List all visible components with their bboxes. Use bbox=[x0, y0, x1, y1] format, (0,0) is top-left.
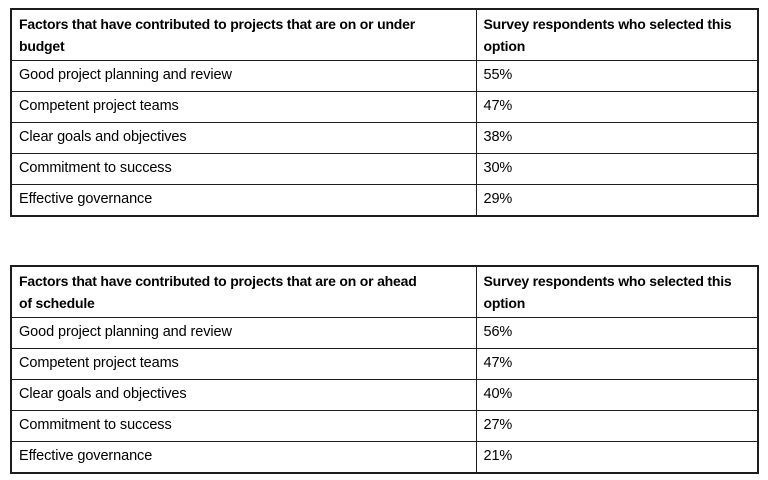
table-row: Effective governance 21% bbox=[10, 441, 759, 474]
value-cell: 47% bbox=[475, 348, 759, 380]
factor-cell: Competent project teams bbox=[10, 348, 477, 380]
table-row: Competent project teams 47% bbox=[10, 91, 759, 123]
budget-factors-table: Factors that have contributed to project… bbox=[10, 8, 759, 217]
value-cell: 38% bbox=[475, 122, 759, 154]
factor-cell: Commitment to success bbox=[10, 410, 477, 442]
table-row: Good project planning and review 56% bbox=[10, 317, 759, 349]
table-row: Competent project teams 47% bbox=[10, 348, 759, 380]
table-row: Clear goals and objectives 38% bbox=[10, 122, 759, 154]
table-row: Effective governance 29% bbox=[10, 184, 759, 217]
table-row: Good project planning and review 55% bbox=[10, 60, 759, 92]
factor-cell: Good project planning and review bbox=[10, 60, 477, 92]
table-row: Clear goals and objectives 40% bbox=[10, 379, 759, 411]
factor-cell: Commitment to success bbox=[10, 153, 477, 185]
factor-cell: Effective governance bbox=[10, 441, 477, 474]
value-cell: 21% bbox=[475, 441, 759, 474]
factor-column-header: Factors that have contributed to project… bbox=[10, 265, 477, 318]
factor-cell: Effective governance bbox=[10, 184, 477, 217]
factor-cell: Clear goals and objectives bbox=[10, 122, 477, 154]
value-cell: 47% bbox=[475, 91, 759, 123]
value-cell: 40% bbox=[475, 379, 759, 411]
document-page: Factors that have contributed to project… bbox=[10, 8, 759, 474]
factor-cell: Clear goals and objectives bbox=[10, 379, 477, 411]
value-column-header: Survey respondents who selected this opt… bbox=[475, 265, 759, 318]
table-header-row: Factors that have contributed to project… bbox=[10, 8, 759, 61]
schedule-factors-table: Factors that have contributed to project… bbox=[10, 265, 759, 474]
factor-cell: Competent project teams bbox=[10, 91, 477, 123]
factor-cell: Good project planning and review bbox=[10, 317, 477, 349]
table-row: Commitment to success 27% bbox=[10, 410, 759, 442]
value-cell: 30% bbox=[475, 153, 759, 185]
value-column-header: Survey respondents who selected this opt… bbox=[475, 8, 759, 61]
value-cell: 56% bbox=[475, 317, 759, 349]
value-cell: 27% bbox=[475, 410, 759, 442]
value-cell: 29% bbox=[475, 184, 759, 217]
factor-column-header: Factors that have contributed to project… bbox=[10, 8, 477, 61]
table-header-row: Factors that have contributed to project… bbox=[10, 265, 759, 318]
value-cell: 55% bbox=[475, 60, 759, 92]
table-row: Commitment to success 30% bbox=[10, 153, 759, 185]
